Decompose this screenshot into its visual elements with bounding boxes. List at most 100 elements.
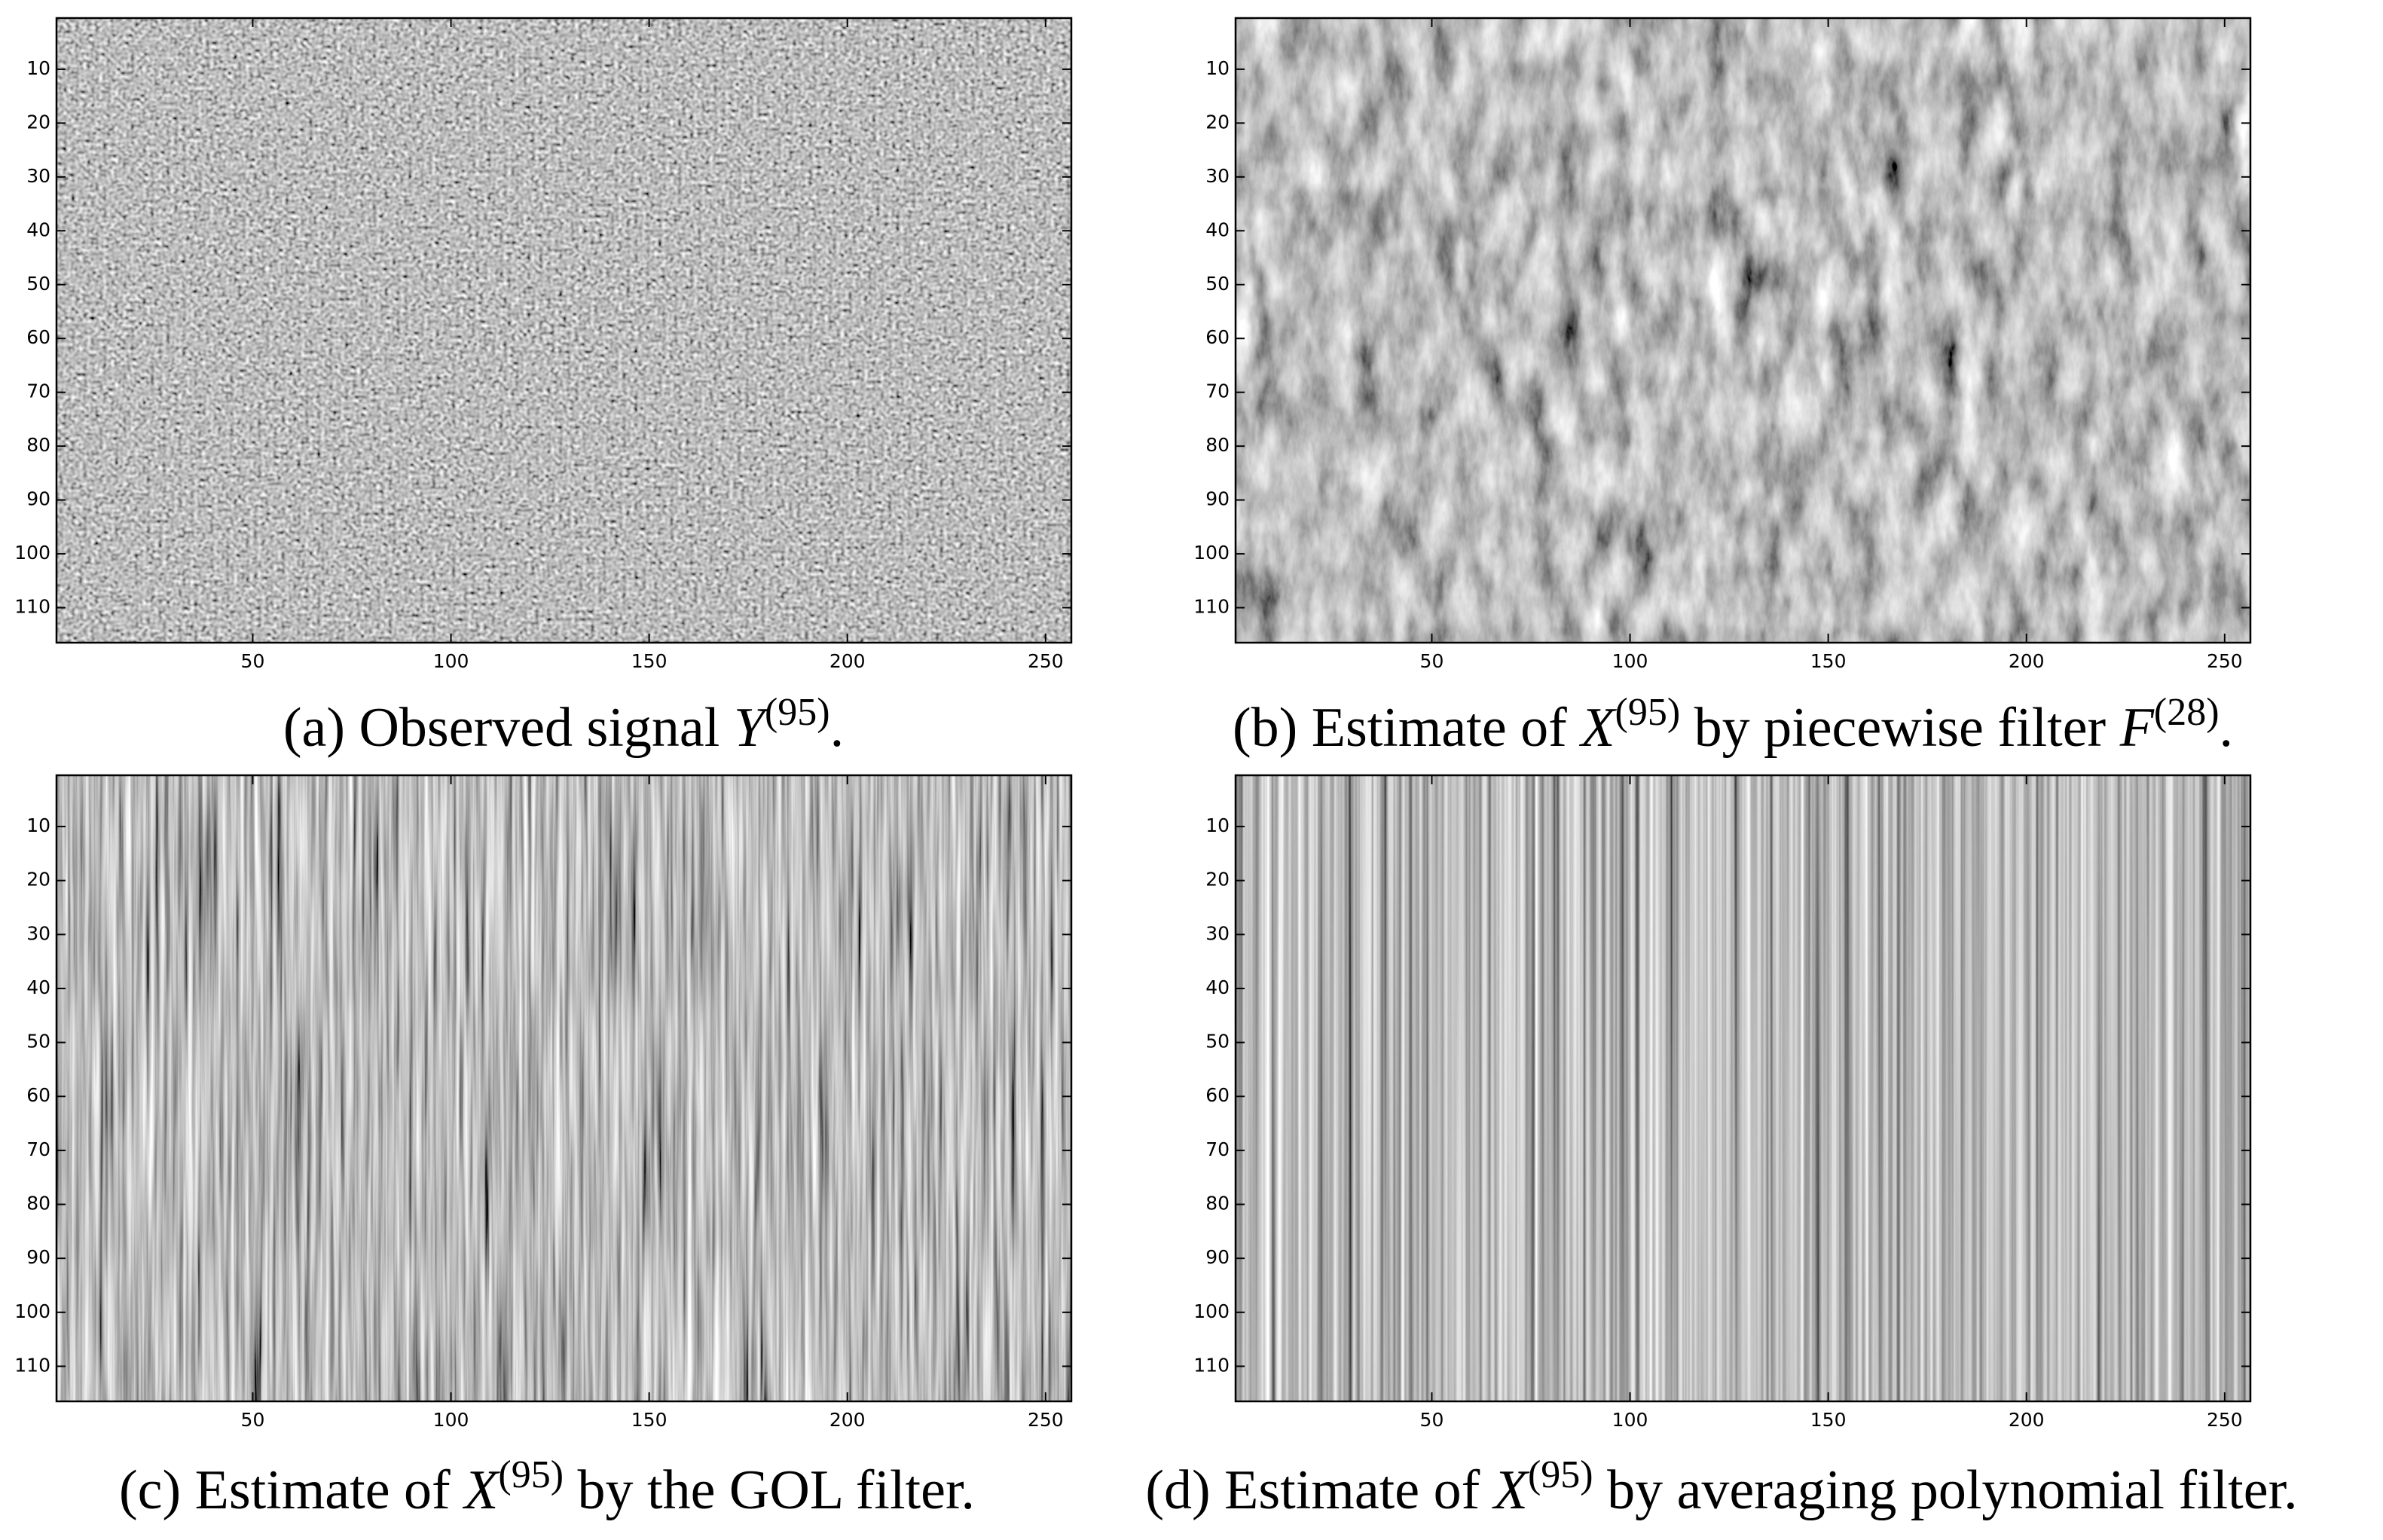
image-area bbox=[1236, 775, 2250, 1401]
caption-part: X bbox=[1578, 697, 1617, 759]
image-area bbox=[57, 775, 1071, 1401]
y-tick-label: 50 bbox=[1205, 1031, 1230, 1053]
caption-part: . bbox=[2220, 697, 2234, 759]
y-tick-label: 110 bbox=[14, 596, 50, 618]
y-tick-label: 70 bbox=[1205, 1138, 1230, 1160]
y-tick-label: 30 bbox=[26, 165, 50, 187]
y-tick-label: 80 bbox=[1205, 434, 1230, 456]
caption: (d) Estimate of X(95) by averaging polyn… bbox=[1145, 1453, 2297, 1522]
y-tick-label: 10 bbox=[1205, 57, 1230, 79]
y-tick-label: 100 bbox=[14, 542, 50, 564]
y-tick-label: 80 bbox=[1205, 1193, 1230, 1215]
y-tick-label: 60 bbox=[1205, 1084, 1230, 1106]
image-area bbox=[1236, 18, 2250, 643]
caption: (c) Estimate of X(95) by the GOL filter. bbox=[119, 1453, 975, 1522]
y-tick-label: 100 bbox=[1193, 1300, 1230, 1322]
y-tick-label: 50 bbox=[1205, 273, 1230, 295]
y-tick-label: 80 bbox=[26, 434, 50, 456]
x-tick-label: 150 bbox=[1810, 1409, 1847, 1431]
axes-frame bbox=[55, 17, 1073, 644]
y-tick-label: 90 bbox=[1205, 1246, 1230, 1268]
caption-part: F bbox=[2119, 697, 2155, 759]
caption: (a) Observed signal Y(95). bbox=[283, 691, 844, 759]
x-tick-label: 250 bbox=[1028, 650, 1064, 672]
caption-part: X bbox=[462, 1459, 500, 1521]
x-tick-label: 100 bbox=[1612, 1409, 1648, 1431]
x-tick-label: 150 bbox=[631, 1409, 668, 1431]
y-tick-label: 110 bbox=[1193, 1354, 1230, 1376]
y-tick-label: 30 bbox=[26, 922, 50, 944]
axes-frame bbox=[1234, 17, 2252, 644]
caption-part: by the GOL filter. bbox=[564, 1459, 975, 1521]
caption-part: (95) bbox=[765, 691, 830, 734]
x-tick-label: 250 bbox=[1028, 1409, 1064, 1431]
caption-part: (28) bbox=[2154, 691, 2220, 734]
y-tick-label: 90 bbox=[1205, 488, 1230, 510]
axes-frame bbox=[1234, 774, 2252, 1403]
x-tick-label: 200 bbox=[2009, 650, 2045, 672]
x-tick-label: 200 bbox=[829, 650, 866, 672]
y-tick-label: 80 bbox=[26, 1193, 50, 1215]
caption-part: X bbox=[1492, 1459, 1530, 1521]
x-tick-label: 250 bbox=[2207, 1409, 2243, 1431]
panel: 50 100 150 200 250 10 20 30 40 50 60 70 80 90 100 110 (a… bbox=[14, 17, 1073, 759]
y-tick-label: 60 bbox=[1205, 326, 1230, 348]
y-tick-label: 90 bbox=[26, 488, 50, 510]
x-tick-label: 50 bbox=[241, 1409, 265, 1431]
y-tick-label: 30 bbox=[1205, 922, 1230, 944]
y-tick-label: 70 bbox=[26, 1138, 50, 1160]
caption-part: (c) Estimate of bbox=[119, 1459, 464, 1521]
panel: 50 100 150 200 250 10 20 30 40 50 60 70 80 90 100 110 (b… bbox=[1193, 17, 2252, 759]
caption-part: (95) bbox=[498, 1453, 564, 1496]
y-tick-label: 100 bbox=[14, 1300, 50, 1322]
image-area bbox=[57, 18, 1071, 643]
y-tick-label: 10 bbox=[26, 57, 50, 79]
y-tick-label: 110 bbox=[1193, 596, 1230, 618]
y-tick-label: 50 bbox=[26, 1031, 50, 1053]
caption-part: (95) bbox=[1615, 691, 1681, 734]
x-tick-label: 150 bbox=[1810, 650, 1847, 672]
y-tick-label: 40 bbox=[26, 976, 50, 998]
caption-part: (b) Estimate of bbox=[1233, 697, 1581, 759]
x-tick-label: 200 bbox=[2009, 1409, 2045, 1431]
y-tick-label: 10 bbox=[26, 814, 50, 836]
caption-part: by averaging polynomial filter. bbox=[1593, 1459, 2298, 1521]
y-tick-label: 20 bbox=[26, 111, 50, 133]
x-tick-label: 50 bbox=[1420, 1409, 1444, 1431]
y-tick-label: 20 bbox=[1205, 869, 1230, 891]
caption-part: (d) Estimate of bbox=[1145, 1459, 1493, 1521]
y-tick-label: 50 bbox=[26, 273, 50, 295]
caption-part: Y bbox=[734, 697, 770, 759]
y-tick-label: 60 bbox=[26, 326, 50, 348]
caption-part: (95) bbox=[1528, 1453, 1593, 1496]
y-tick-label: 10 bbox=[1205, 814, 1230, 836]
x-tick-label: 100 bbox=[1612, 650, 1648, 672]
x-tick-label: 200 bbox=[829, 1409, 866, 1431]
x-tick-label: 150 bbox=[631, 650, 668, 672]
x-tick-label: 50 bbox=[241, 650, 265, 672]
caption: (b) Estimate of X(95) by piecewise filte… bbox=[1233, 691, 2233, 759]
x-tick-label: 250 bbox=[2207, 650, 2243, 672]
x-tick-label: 50 bbox=[1420, 650, 1444, 672]
y-tick-label: 20 bbox=[26, 869, 50, 891]
y-tick-label: 40 bbox=[1205, 976, 1230, 998]
y-tick-label: 30 bbox=[1205, 165, 1230, 187]
y-tick-label: 40 bbox=[26, 218, 50, 240]
y-tick-label: 100 bbox=[1193, 542, 1230, 564]
caption-part: (a) Observed signal bbox=[283, 697, 734, 759]
panel: 50 100 150 200 250 10 20 30 40 50 60 70 80 90 100 110 (c… bbox=[14, 774, 1073, 1522]
y-tick-label: 20 bbox=[1205, 111, 1230, 133]
y-tick-label: 110 bbox=[14, 1354, 50, 1376]
y-tick-label: 70 bbox=[1205, 380, 1230, 402]
y-tick-label: 60 bbox=[26, 1084, 50, 1106]
y-tick-label: 70 bbox=[26, 380, 50, 402]
y-tick-label: 90 bbox=[26, 1246, 50, 1268]
axes-frame bbox=[55, 774, 1073, 1403]
x-tick-label: 100 bbox=[433, 650, 469, 672]
caption-part: by piecewise filter bbox=[1680, 697, 2120, 759]
y-tick-label: 40 bbox=[1205, 218, 1230, 240]
caption-part: . bbox=[830, 697, 845, 759]
panel: 50 100 150 200 250 10 20 30 40 50 60 70 80 90 100 110 (d… bbox=[1145, 774, 2298, 1522]
